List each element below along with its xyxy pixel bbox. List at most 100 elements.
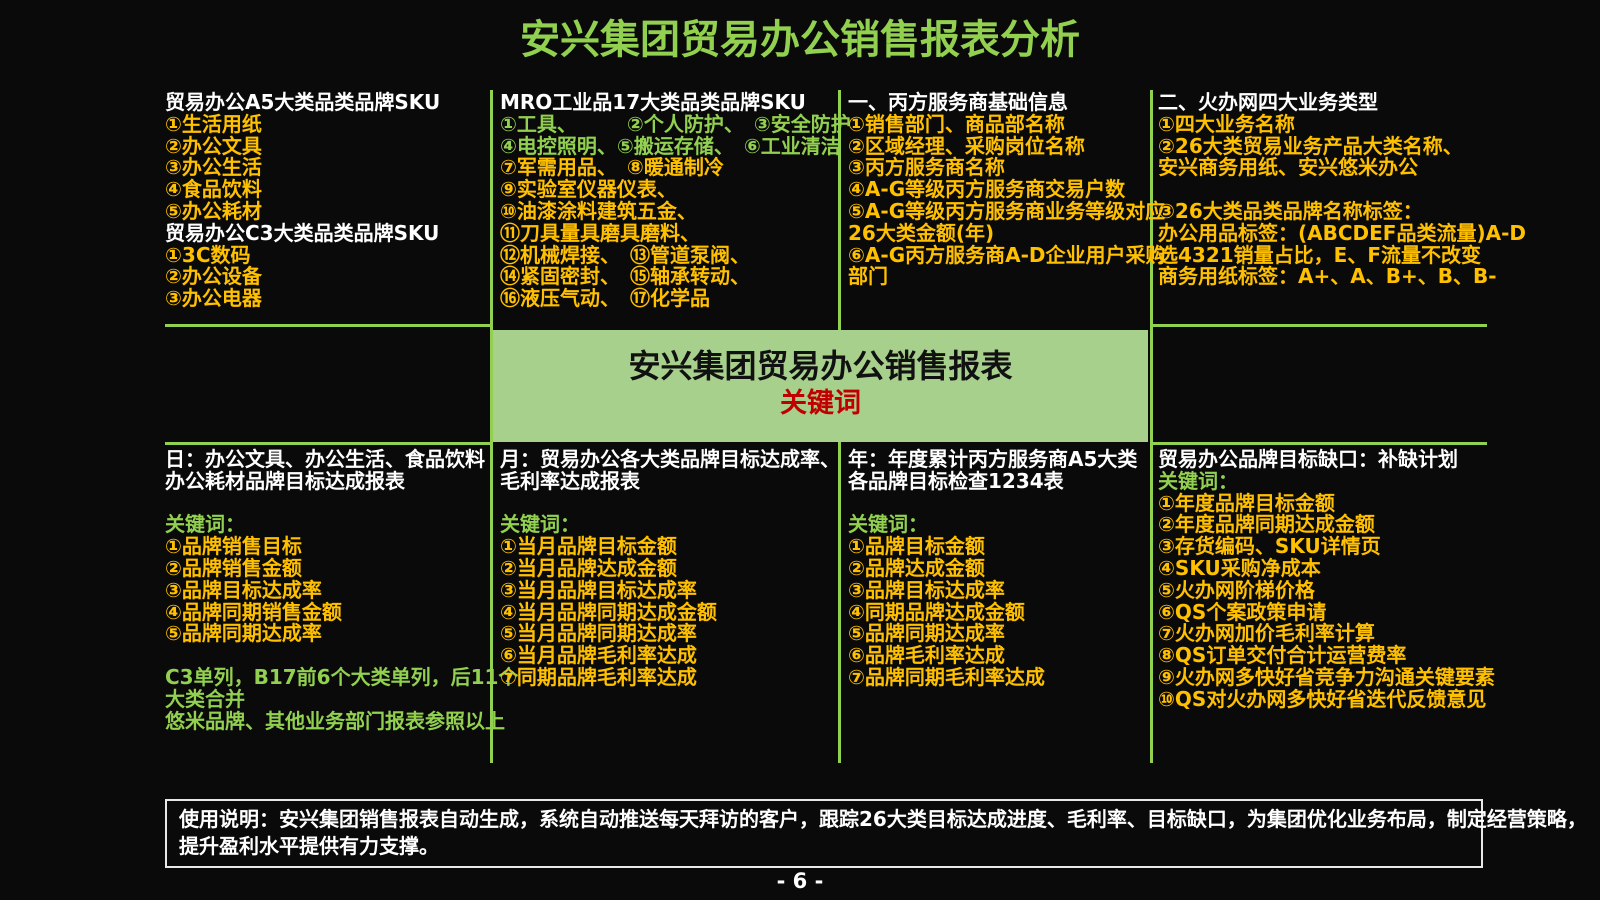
text-line: ⑯液压气动、 ⑰化学品 [500,286,710,311]
text-line: ②品牌达成金额 [848,555,985,580]
text-line [1158,179,1488,201]
usage-note-line-1: 使用说明：安兴集团销售报表自动生成，系统自动推送每天拜访的客户，跟踪26大类目标… [179,807,1587,831]
text-line: 商务用纸标签：A+、A、B+、B、B- [1158,264,1497,289]
text-line: ⑦品牌同期毛利率达成 [848,664,1045,689]
text-line: ②26大类贸易业务产品大类名称、 [1158,133,1463,158]
text-line: ②品牌销售金额 [165,555,302,580]
text-line: ③存货编码、SKU详情页 [1158,534,1381,559]
text-line: ④SKU采购净成本 [1158,555,1321,580]
grid-hline-top-right [1150,324,1487,327]
block-huoban-business-types: 二、火办网四大业务类型 ①四大业务名称 ②26大类贸易业务产品大类名称、 安兴商务用纸… [1158,91,1526,289]
text-line: ④当月品牌同期达成金额 [500,599,717,624]
text-line: ②区域经理、采购岗位名称 [848,133,1085,158]
text-line: ⑤火办网阶梯价格 [1158,577,1315,602]
text-line: ⑥QS个案政策申请 [1158,599,1327,624]
text-line [500,493,835,515]
text-line: ⑥当月品牌毛利率达成 [500,643,697,668]
text-line: MRO工业品17大类品类品牌SKU [500,90,806,114]
text-line: 毛利率达成报表 [500,468,640,493]
text-line: ①品牌目标金额 [848,534,985,559]
text-line: ③丙方服务商名称 [848,155,1005,180]
banner-keyword-label: 关键词 [780,388,861,419]
text-line: ①年度品牌目标金额 [1158,490,1335,515]
text-line: ①当月品牌目标金额 [500,534,677,559]
text-line: ⑤办公耗材 [165,198,262,223]
text-line: ⑥A-G丙方服务商A-D企业用户采购 [848,242,1166,267]
text-line: ①品牌销售目标 [165,534,302,559]
text-line: ⑤品牌同期达成率 [165,621,322,646]
text-line: ④同期品牌达成金额 [848,599,1025,624]
text-line: ⑦军需用品、 ⑧暖通制冷 [500,155,724,180]
text-line: 选4321销量占比，E、F流量不改变 [1158,242,1481,267]
text-line: ⑥品牌毛利率达成 [848,643,1005,668]
text-line: ⑤当月品牌同期达成率 [500,621,697,646]
text-line: 贸易办公A5大类品类品牌SKU [165,90,441,114]
text-line [165,493,487,515]
grid-hline-top-left [165,324,490,327]
block-monthly-report: 月：贸易办公各大类品牌目标达成率、 毛利率达成报表 关键词： ①当月品牌目标金额 ②当… [500,448,840,689]
text-line: 悠米品牌、其他业务部门报表参照以上 [165,708,505,733]
text-line: ③办公电器 [165,286,262,311]
text-line: ③当月品牌目标达成率 [500,577,697,602]
text-line: 部门 [848,264,888,289]
text-line: 关键词： [165,512,245,537]
text-line: ⑨火办网多快好省竞争力沟通关键要素 [1158,664,1495,689]
text-line: 26大类金额(年) [848,220,995,245]
text-line: 大类合并 [165,686,245,711]
block-daily-report: 日：办公文具、办公生活、食品饮料 办公耗材品牌目标达成报表 关键词： ①品牌销售目标… [165,447,519,733]
text-line: ③办公生活 [165,155,262,180]
text-line: C3单列，B17前6个大类单列，后11个 [165,664,519,689]
block-mro-sku: MRO工业品17大类品类品牌SKU ①工具、 ②个人防护、 ③安全防护 ④电控照明、… [500,90,851,311]
text-line: 关键词： [848,512,928,537]
text-line: ④品牌同期销售金额 [165,599,342,624]
usage-note-box: 使用说明：安兴集团销售报表自动生成，系统自动推送每天拜访的客户，跟踪26大类目标… [165,799,1587,868]
text-line: ①销售部门、商品部名称 [848,111,1065,136]
text-line: 安兴商务用纸、安兴悠米办公 [1158,155,1418,180]
text-line: ⑩油漆涂料建筑五金、 [500,198,697,223]
block-trade-office-sku: 贸易办公A5大类品类品牌SKU ①生活用纸 ②办公文具 ③办公生活 ④食品饮料 ⑤办公耗材… [165,90,487,311]
page-number: - 6 - [776,869,824,893]
text-line: ④A-G等级丙方服务商交易户数 [848,177,1126,202]
grid-hline-bottom-left [165,442,490,445]
text-line: 一、丙方服务商基础信息 [848,90,1068,114]
text-line [165,645,487,667]
grid-hline-bottom-right [1150,442,1487,445]
text-line: ⑤品牌同期达成率 [848,621,1005,646]
text-line: 贸易办公品牌目标缺口：补缺计划 [1158,447,1458,471]
banner-title: 安兴集团贸易办公销售报表 [628,347,1013,385]
text-line: ③品牌目标达成率 [848,577,1005,602]
text-line: ⑨实验室仪器仪表、 [500,177,677,202]
text-line: ③26大类品类品牌名称标签： [1158,198,1423,223]
text-line: ⑭紧固密封、 ⑮轴承转动、 [500,264,750,289]
text-line: ⑤A-G等级丙方服务商业务等级对应 [848,198,1166,223]
usage-note-line-2: 提升盈利水平提供有力支撑。 [179,834,439,858]
block-provider-basic-info: 一、丙方服务商基础信息 ①销售部门、商品部名称 ②区域经理、采购岗位名称 ③丙方服务商… [848,90,1166,289]
text-line: ②年度品牌同期达成金额 [1158,512,1375,537]
text-line: ④食品饮料 [165,177,262,202]
text-line: 各品牌目标检查1234表 [848,468,1064,493]
text-line: 贸易办公C3大类品类品牌SKU [165,220,440,245]
slide-title: 安兴集团贸易办公销售报表分析 [520,17,1080,63]
grid-vline-3 [1150,90,1153,763]
report-banner: 安兴集团贸易办公销售报表 关键词 [493,330,1148,442]
grid-vline-1 [490,90,493,763]
text-line: ⑪刀具量具磨具磨料、 [500,220,700,245]
text-line [848,493,1148,515]
text-line: 关键词： [500,512,580,537]
block-gap-plan: 贸易办公品牌目标缺口：补缺计划 关键词： ①年度品牌目标金额 ②年度品牌同期达成金额 ③… [1158,447,1495,711]
text-line: ①四大业务名称 [1158,111,1295,136]
text-line: ⑫机械焊接、 ⑬管道泵阀、 [500,242,750,267]
text-line: ⑧QS订单交付合计运营费率 [1158,643,1407,668]
text-line: ①3C数码 [165,242,251,267]
text-line: ②办公设备 [165,264,262,289]
text-line: 办公用品标签：(ABCDEF品类流量)A-D [1158,220,1526,245]
text-line: ③品牌目标达成率 [165,577,322,602]
text-line: ②当月品牌达成金额 [500,555,677,580]
text-line: ⑦同期品牌毛利率达成 [500,664,697,689]
text-line: ④电控照明、⑤搬运存储、 ⑥工业清洁 [500,133,841,158]
text-line: 年：年度累计丙方服务商A5大类 [848,447,1138,471]
text-line: 日：办公文具、办公生活、食品饮料 [165,447,485,471]
block-yearly-report: 年：年度累计丙方服务商A5大类 各品牌目标检查1234表 关键词： ①品牌目标金额 ②… [848,447,1148,689]
text-line: 办公耗材品牌目标达成报表 [165,468,405,493]
